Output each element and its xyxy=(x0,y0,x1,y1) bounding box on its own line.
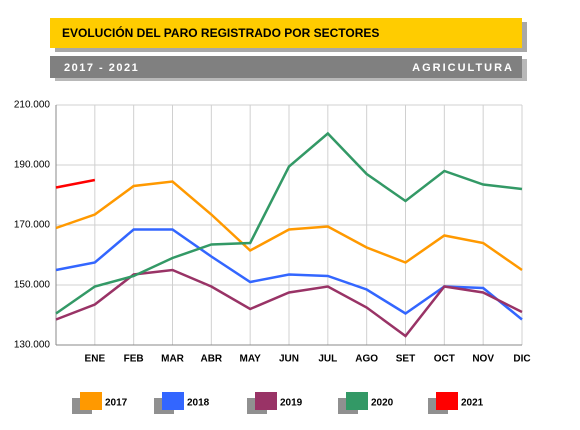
y-tick-label: 190.000 xyxy=(14,160,51,171)
legend-swatch xyxy=(80,392,102,410)
series-line xyxy=(55,180,523,272)
x-tick-label: ENE xyxy=(85,354,106,365)
legend-swatch xyxy=(162,392,184,410)
x-tick-label: ABR xyxy=(200,354,222,365)
legend-label: 2018 xyxy=(187,398,210,409)
y-tick-label: 210.000 xyxy=(14,100,51,111)
x-tick-label: AGO xyxy=(355,354,378,365)
x-tick-label: NOV xyxy=(472,354,494,365)
x-tick-label: JUN xyxy=(279,354,299,365)
x-tick-label: MAY xyxy=(240,354,262,365)
legend-label: 2021 xyxy=(461,398,484,409)
title-banner xyxy=(50,18,522,48)
legend-swatch xyxy=(255,392,277,410)
subtitle: 2017 - 2021 xyxy=(64,62,139,74)
legend-label: 2017 xyxy=(105,398,128,409)
sector: AGRICULTURA xyxy=(412,62,514,74)
y-tick-label: 150.000 xyxy=(14,280,51,291)
legend-label: 2020 xyxy=(371,398,394,409)
x-tick-label: MAR xyxy=(161,354,185,365)
x-tick-label: OCT xyxy=(434,354,455,365)
y-tick-label: 170.000 xyxy=(14,220,51,231)
y-tick-label: 130.000 xyxy=(14,340,51,351)
series-line xyxy=(55,268,523,338)
series-line xyxy=(55,131,523,315)
series-line xyxy=(55,178,96,189)
x-tick-label: DIC xyxy=(513,354,530,365)
legend-swatch xyxy=(436,392,458,410)
x-tick-label: FEB xyxy=(124,354,144,365)
x-tick-label: JUL xyxy=(318,354,337,365)
subtitle-banner xyxy=(50,56,522,78)
chart-title: EVOLUCIÓN DEL PARO REGISTRADO POR SECTOR… xyxy=(62,25,379,40)
legend-swatch xyxy=(346,392,368,410)
legend-label: 2019 xyxy=(280,398,303,409)
x-tick-label: SET xyxy=(396,354,415,365)
